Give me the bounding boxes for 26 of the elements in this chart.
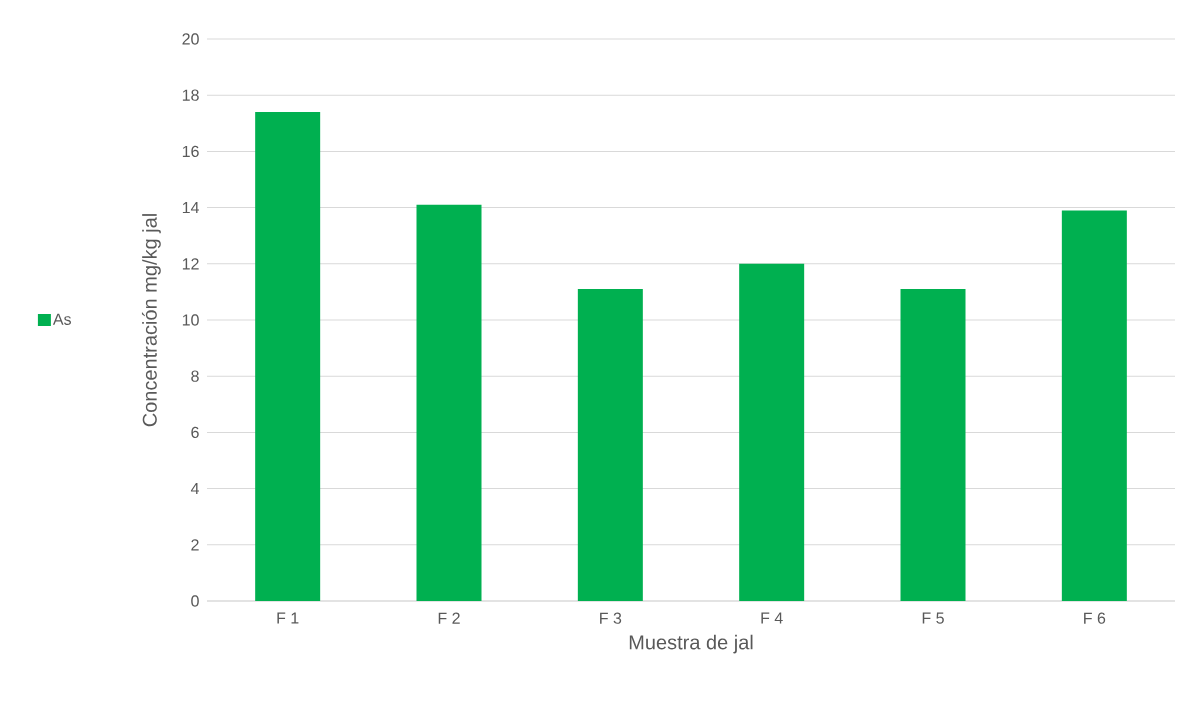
bar xyxy=(1061,210,1127,601)
y-tick-label: 0 xyxy=(191,595,199,607)
bar xyxy=(416,204,482,601)
y-tick-label: 12 xyxy=(182,258,199,270)
y-tick-label: 16 xyxy=(182,145,199,158)
x-tick-label: F 6 xyxy=(1084,612,1106,624)
y-tick-label: 6 xyxy=(191,426,199,439)
legend-label: As xyxy=(52,313,71,325)
bar xyxy=(255,112,321,601)
y-tick-label: 4 xyxy=(190,483,199,495)
y-axis-title: Concentración mg/kg jal xyxy=(141,214,161,427)
y-tick-label: 2 xyxy=(191,539,199,551)
y-tick-label: 8 xyxy=(191,370,199,382)
y-tick-label: 18 xyxy=(182,89,199,101)
x-tick-label: F 3 xyxy=(600,612,622,624)
y-tick-label: 14 xyxy=(182,202,199,214)
x-tick-label: F 4 xyxy=(761,612,783,624)
y-tick-label: 20 xyxy=(182,33,199,45)
bar xyxy=(739,263,805,601)
x-axis-title: Muestra de jal xyxy=(629,634,753,654)
x-tick-label: F 2 xyxy=(438,612,460,624)
bar xyxy=(900,289,966,601)
y-tick-label: 10 xyxy=(182,314,199,326)
bar xyxy=(577,289,643,601)
x-tick-label: F 5 xyxy=(922,612,944,624)
x-tick-label: F 1 xyxy=(277,612,299,624)
